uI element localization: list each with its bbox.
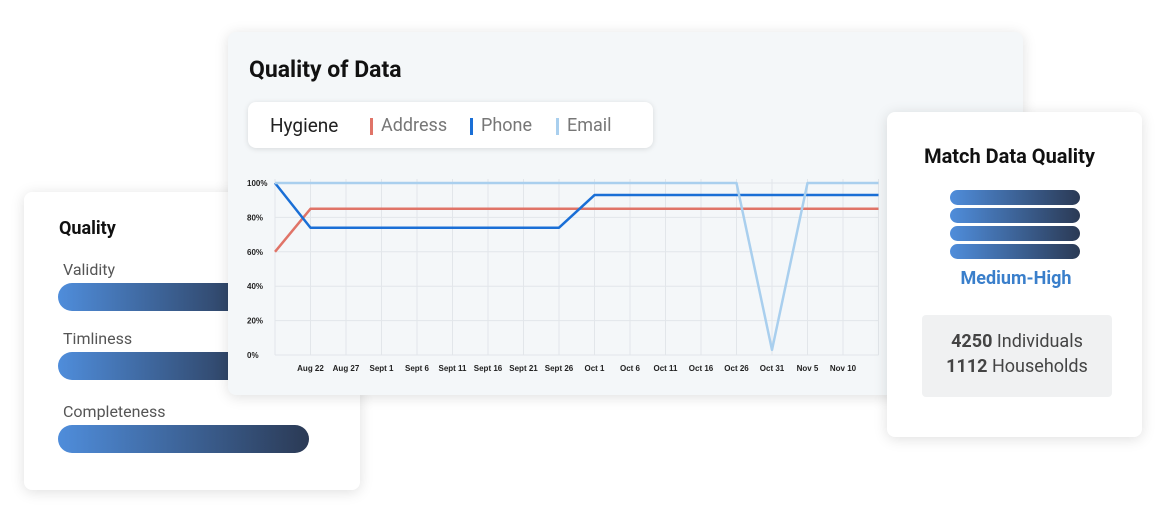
x-tick-label: Oct 26 [724, 364, 749, 373]
card-title: Match Data Quality [924, 144, 1095, 168]
stat-label: Individuals [996, 331, 1083, 352]
legend-label: Email [567, 115, 612, 136]
x-tick-label: Sept 11 [438, 364, 467, 373]
x-tick-label: Oct 31 [760, 364, 785, 373]
x-tick-label: Aug 27 [333, 364, 360, 373]
x-tick-label: Oct 16 [689, 364, 714, 373]
series-line [275, 181, 879, 352]
stat-count: 4250 [951, 331, 993, 352]
stack-bar [950, 208, 1080, 223]
x-tick-label: Oct 11 [653, 364, 678, 373]
card-title: Quality [59, 218, 116, 239]
metric-label: Timliness [63, 329, 133, 348]
stat-count: 1112 [946, 356, 988, 377]
stats-box: 4250 Individuals 1112 Households [922, 315, 1112, 397]
x-tick-label: Nov 5 [797, 364, 819, 373]
legend-swatch [470, 118, 473, 135]
x-tick-label: Aug 22 [297, 364, 324, 373]
legend-swatch [556, 118, 559, 135]
metric-label: Validity [63, 260, 116, 279]
chart-title: Quality of Data [249, 56, 402, 83]
x-tick-label: Sept 26 [545, 364, 574, 373]
match-card: Match Data Quality Medium-High 4250 Indi… [887, 112, 1142, 437]
y-tick-label: 100% [247, 179, 267, 188]
x-tick-label: Sept 6 [405, 364, 430, 373]
legend: Hygiene Address Phone Email [248, 102, 653, 148]
legend-label: Phone [481, 115, 533, 136]
series-line [274, 182, 879, 229]
stat-row: 4250 Individuals [922, 331, 1112, 352]
y-tick-label: 60% [247, 248, 263, 257]
legend-title: Hygiene [270, 114, 339, 137]
x-tick-label: Sept 21 [509, 364, 538, 373]
y-tick-label: 80% [247, 213, 263, 222]
y-tick-label: 20% [247, 317, 263, 326]
legend-swatch [370, 118, 373, 135]
quality-level: Medium-High [960, 268, 1072, 289]
stack-bar [950, 226, 1080, 241]
series-line [274, 207, 879, 253]
stack-bar [950, 190, 1080, 205]
stat-row: 1112 Households [922, 356, 1112, 377]
metric-bar [58, 283, 258, 311]
y-tick-label: 40% [247, 282, 263, 291]
chart: 0% 20% 40% 60% 80% 100% Aug 22 Aug 27 Sept 1 Sept… [247, 179, 879, 373]
x-tick-label: Oct 6 [620, 364, 641, 373]
x-tick-label: Sept 16 [474, 364, 503, 373]
y-tick-label: 0% [247, 351, 259, 360]
x-tick-label: Sept 1 [369, 364, 394, 373]
stack-bar [950, 244, 1080, 259]
x-tick-label: Nov 10 [830, 364, 857, 373]
metric-bar [58, 425, 309, 453]
stat-label: Households [991, 356, 1088, 377]
metric-bar [58, 352, 258, 380]
x-tick-label: Oct 1 [584, 364, 605, 373]
metric-label: Completeness [63, 402, 166, 421]
legend-label: Address [381, 115, 448, 136]
